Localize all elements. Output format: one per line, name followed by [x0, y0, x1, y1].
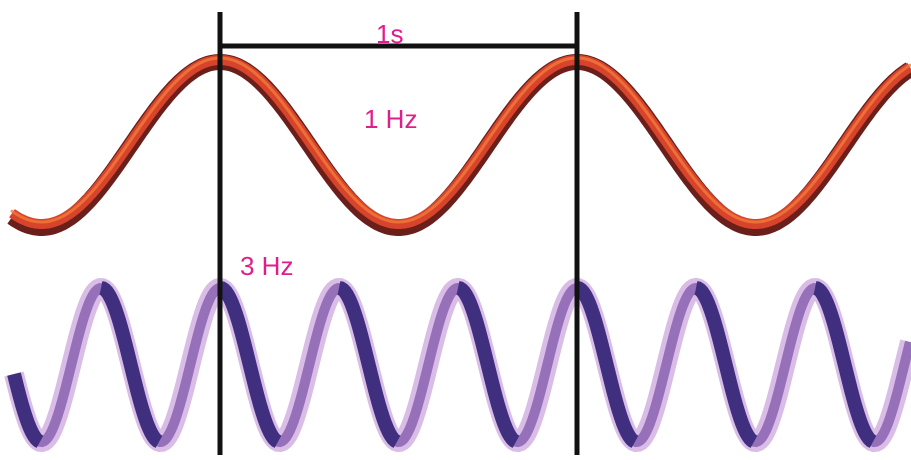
wave-3hz-front-ribbon-segment	[813, 281, 877, 448]
wave-3hz	[4, 277, 911, 453]
wave-1hz	[7, 53, 911, 236]
wave-3hz-front-ribbon-segment	[99, 281, 163, 448]
wave-3hz-front-ribbon-segment	[456, 281, 520, 448]
wave-3hz-front-ribbon-segment	[337, 281, 401, 448]
wave-3hz-front-ribbon-segment	[575, 281, 639, 448]
wave-1hz-front-ribbon	[9, 54, 911, 229]
wave-1hz-back-ribbon	[7, 53, 911, 236]
wave-3hz-front-ribbon-segment	[694, 281, 758, 448]
wave-3hz-label: 3 Hz	[240, 251, 294, 281]
wave-3hz-front-ribbon-segment	[218, 281, 282, 448]
period-label: 1s	[376, 19, 404, 49]
wave-1hz-label: 1 Hz	[364, 104, 418, 134]
wave-1hz-highlight	[10, 56, 911, 224]
wave-3hz-front-ribbon-segment	[7, 372, 44, 448]
